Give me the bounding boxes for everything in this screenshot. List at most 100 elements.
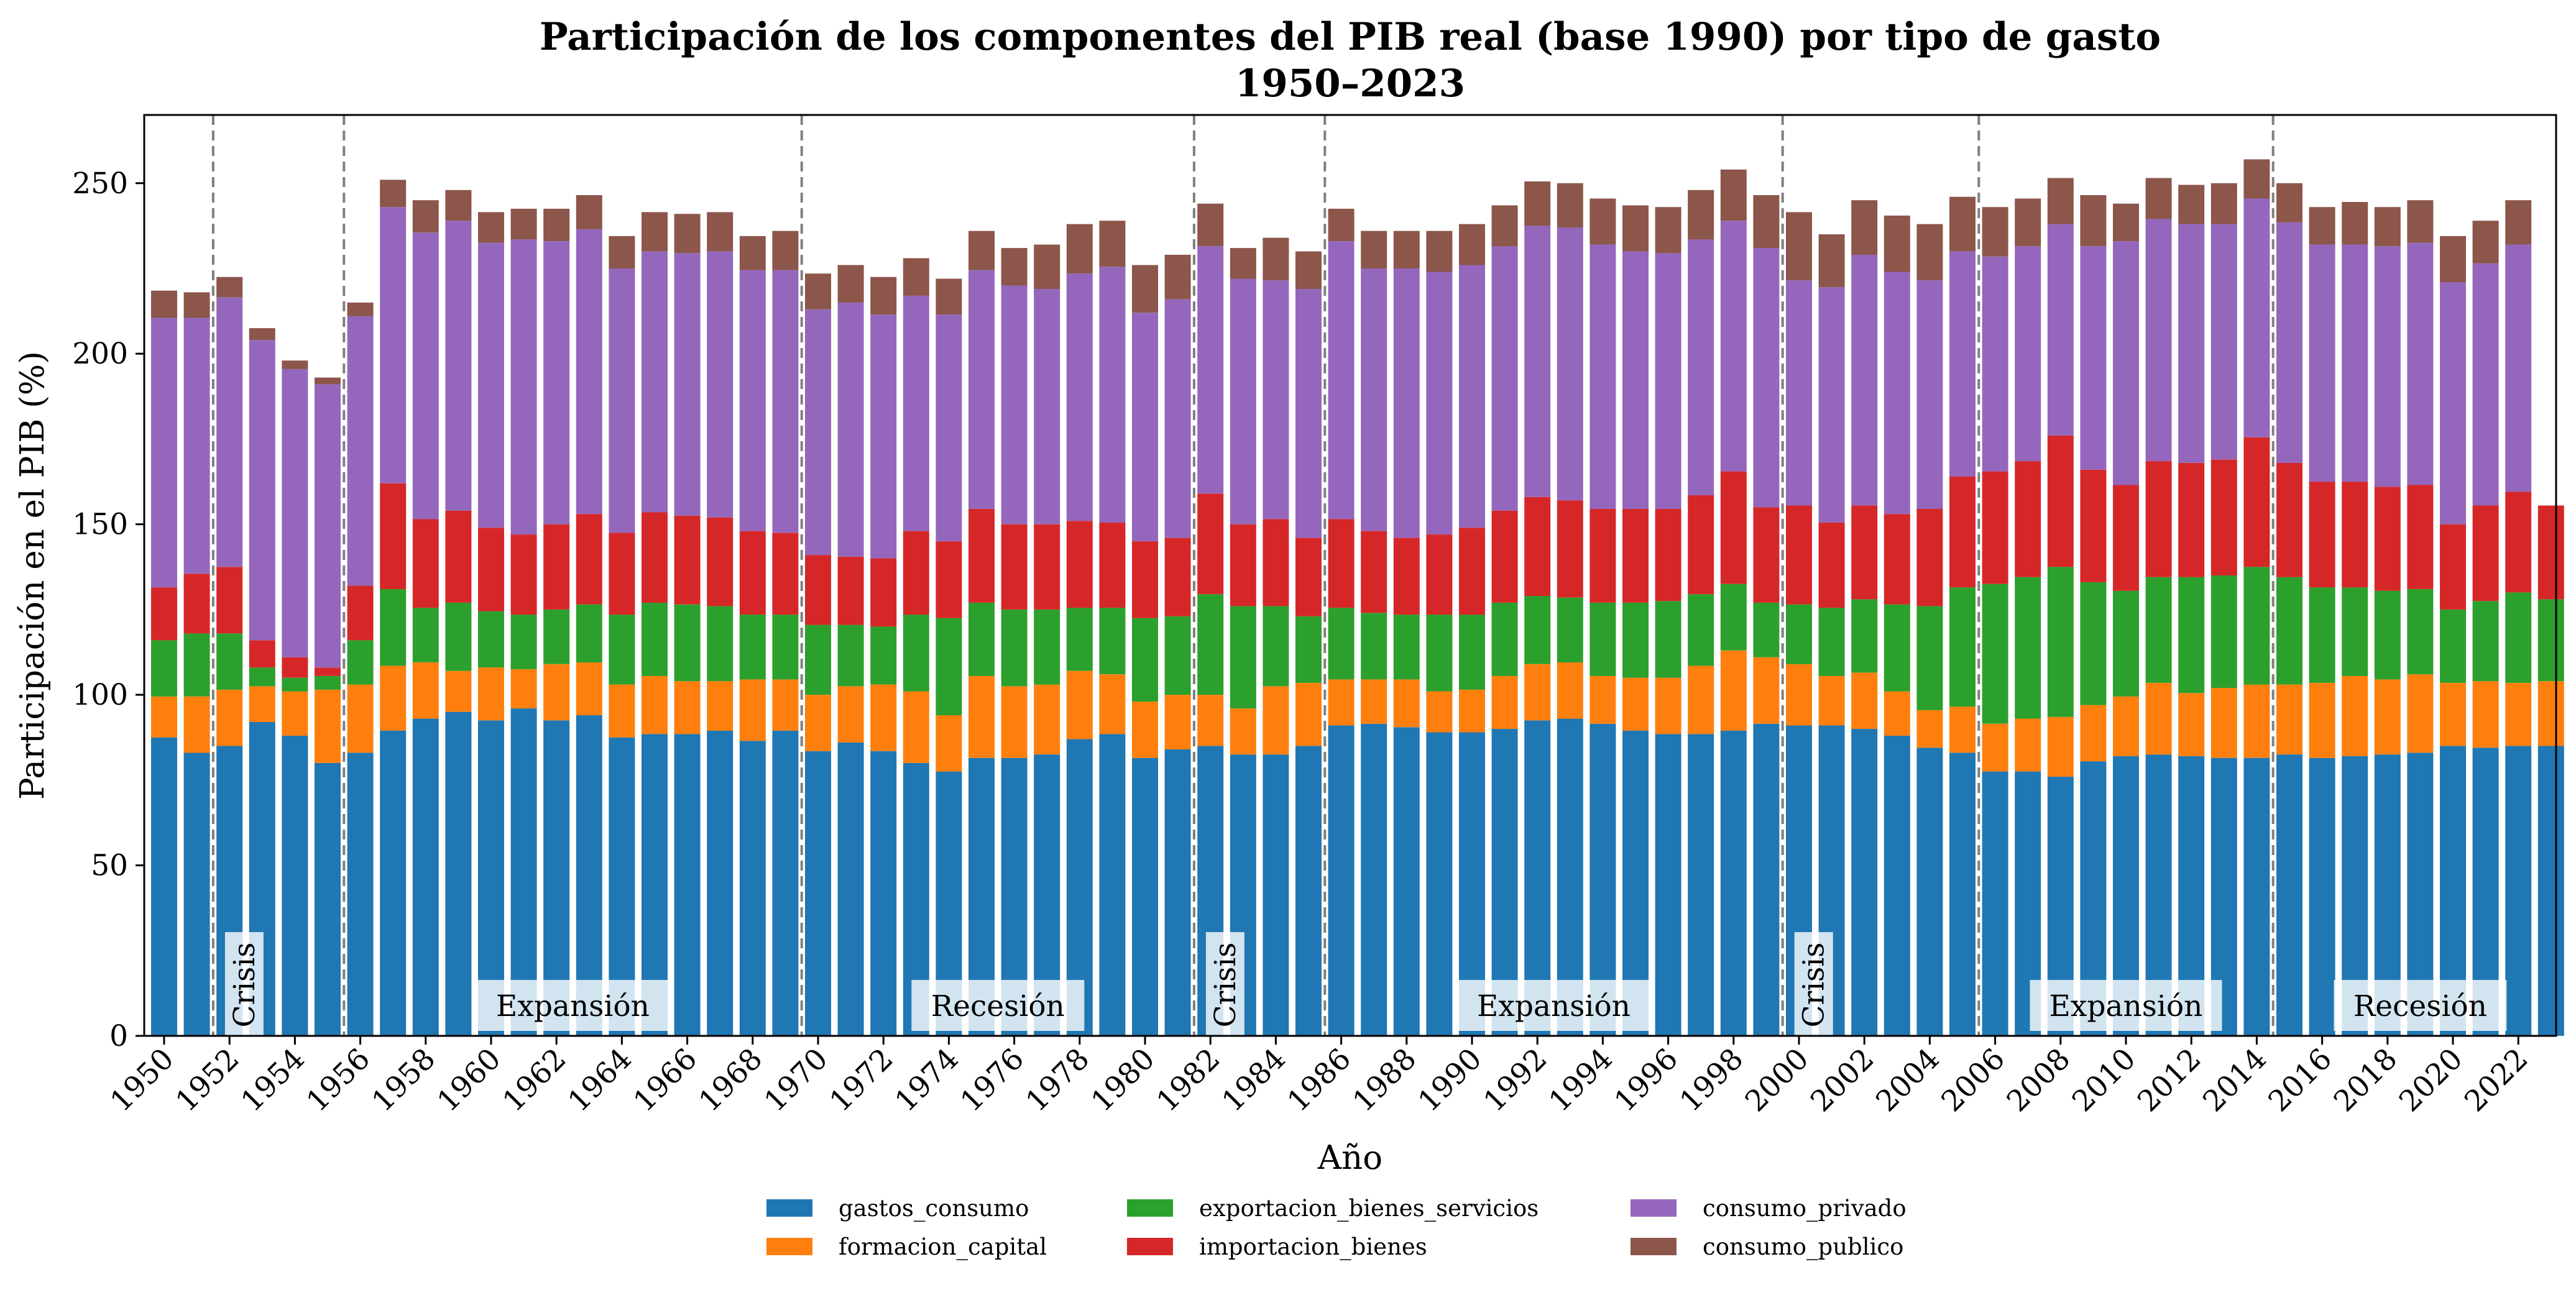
- bar-exportacion_bienes_servicios-2009: [2080, 582, 2107, 705]
- bar-consumo_publico-1993: [1557, 183, 1583, 228]
- bar-exportacion_bienes_servicios-1979: [1099, 608, 1126, 675]
- bar-formacion_capital-1978: [1066, 670, 1093, 739]
- bar-formacion_capital-1955: [315, 689, 341, 763]
- bar-exportacion_bienes_servicios-1966: [674, 604, 701, 682]
- bar-formacion_capital-1954: [282, 691, 308, 736]
- bar-importacion_bienes-2011: [2145, 461, 2172, 577]
- bar-exportacion_bienes_servicios-1980: [1132, 618, 1158, 702]
- period-label-box: [1205, 932, 1244, 1038]
- bar-gastos_consumo-1986: [1328, 725, 1355, 1036]
- bar-consumo_privado-1988: [1393, 268, 1420, 538]
- bar-consumo_privado-2016: [2309, 244, 2335, 482]
- bar-consumo_privado-1955: [315, 384, 341, 668]
- bar-consumo_privado-2011: [2145, 219, 2172, 462]
- bar-importacion_bienes-1983: [1230, 524, 1256, 606]
- bar-exportacion_bienes_servicios-1982: [1197, 594, 1224, 695]
- bar-exportacion_bienes_servicios-1984: [1263, 606, 1289, 687]
- bar-gastos_consumo-1989: [1426, 732, 1453, 1036]
- bar-formacion_capital-2005: [1949, 707, 1976, 753]
- bar-exportacion_bienes_servicios-1970: [805, 625, 831, 695]
- legend: gastos_consumo formacion_capital exportaci…: [766, 1195, 1907, 1261]
- legend-swatch: [766, 1238, 812, 1255]
- bar-exportacion_bienes_servicios-1993: [1557, 597, 1583, 662]
- bar-formacion_capital-2010: [2113, 696, 2139, 756]
- bar-importacion_bienes-1989: [1426, 534, 1453, 615]
- bar-formacion_capital-1951: [183, 696, 210, 753]
- legend-swatch: [1631, 1238, 1677, 1255]
- bar-consumo_publico-2003: [1884, 215, 1910, 272]
- bar-formacion_capital-1956: [347, 684, 374, 753]
- bar-consumo_publico-1984: [1263, 237, 1289, 281]
- bar-exportacion_bienes_servicios-1969: [772, 615, 799, 680]
- bar-formacion_capital-1963: [576, 662, 602, 716]
- bar-exportacion_bienes_servicios-2020: [2440, 609, 2466, 683]
- bar-importacion_bienes-2002: [1851, 505, 1878, 600]
- bar-consumo_privado-1986: [1328, 241, 1355, 519]
- bar-consumo_privado-2007: [2015, 246, 2041, 462]
- bar-gastos_consumo-2016: [2309, 757, 2335, 1036]
- bar-importacion_bienes-1990: [1459, 528, 1485, 615]
- x-tick-label: 1964: [561, 1042, 638, 1119]
- period-annotation: Crisis: [1205, 932, 1244, 1038]
- bar-importacion_bienes-2000: [1786, 505, 1812, 605]
- bar-consumo_privado-1981: [1164, 299, 1191, 538]
- bar-consumo_publico-1967: [707, 212, 734, 252]
- bar-exportacion_bienes_servicios-2008: [2047, 567, 2074, 717]
- bar-consumo_privado-1953: [249, 340, 275, 641]
- bar-consumo_publico-1989: [1426, 231, 1453, 272]
- bar-formacion_capital-2019: [2407, 674, 2434, 753]
- bar-consumo_publico-2016: [2309, 207, 2335, 245]
- bar-gastos_consumo-1971: [837, 743, 864, 1036]
- bar-consumo_privado-1983: [1230, 278, 1256, 524]
- bar-formacion_capital-1953: [249, 686, 275, 722]
- bar-consumo_publico-1976: [1001, 248, 1028, 286]
- x-tick-label: 1968: [692, 1042, 769, 1119]
- bar-exportacion_bienes_servicios-1974: [936, 618, 962, 715]
- bar-formacion_capital-1965: [642, 675, 668, 734]
- plot-frame: [143, 114, 2557, 1037]
- bar-formacion_capital-1964: [609, 684, 635, 738]
- bar-importacion_bienes-2001: [1818, 522, 1845, 608]
- bar-consumo_publico-1951: [183, 292, 210, 318]
- x-tick-label: 1970: [758, 1042, 834, 1119]
- bar-gastos_consumo-1969: [772, 730, 799, 1036]
- legend-label: consumo_publico: [1703, 1233, 1903, 1261]
- bar-consumo_publico-2017: [2342, 202, 2368, 245]
- bar-gastos_consumo-1984: [1263, 754, 1289, 1036]
- bar-formacion_capital-1998: [1720, 650, 1747, 731]
- x-tick-label: 1952: [169, 1042, 246, 1119]
- bar-importacion_bienes-2019: [2407, 485, 2434, 589]
- bar-gastos_consumo-2002: [1851, 729, 1878, 1036]
- bar-consumo_publico-1966: [674, 214, 701, 254]
- bar-formacion_capital-1975: [968, 675, 995, 758]
- bar-gastos_consumo-1968: [739, 741, 766, 1036]
- period-annotation: Expansión: [2030, 980, 2222, 1031]
- bar-gastos_consumo-1979: [1099, 734, 1126, 1036]
- y-tick-label: 150: [72, 508, 128, 542]
- x-tick-label: 1982: [1150, 1042, 1226, 1119]
- bar-consumo_privado-1992: [1524, 226, 1551, 497]
- x-tick-label: 1950: [104, 1042, 180, 1119]
- bar-importacion_bienes-1957: [380, 483, 407, 589]
- bar-gastos_consumo-1980: [1132, 757, 1158, 1036]
- x-tick-label: 2018: [2327, 1042, 2404, 1119]
- bar-exportacion_bienes_servicios-1962: [543, 609, 570, 664]
- bar-gastos_consumo-2022: [2505, 746, 2532, 1036]
- bar-consumo_publico-1981: [1164, 255, 1191, 300]
- bar-formacion_capital-1960: [478, 667, 504, 721]
- bar-consumo_publico-1957: [380, 180, 407, 208]
- bar-gastos_consumo-1999: [1753, 723, 1780, 1036]
- bar-gastos_consumo-2015: [2276, 754, 2302, 1036]
- period-annotations: Crisis Expansión Recesión Crisis Expansión Cr…: [224, 932, 2507, 1038]
- bar-gastos_consumo-2003: [1884, 736, 1910, 1036]
- bar-consumo_privado-1966: [674, 253, 701, 516]
- bar-consumo_privado-1971: [837, 302, 864, 557]
- bar-formacion_capital-1966: [674, 681, 701, 734]
- period-label: Recesión: [931, 989, 1065, 1023]
- period-annotation: Expansión: [477, 980, 669, 1031]
- bar-importacion_bienes-2004: [1916, 509, 1943, 606]
- bar-formacion_capital-1992: [1524, 664, 1551, 721]
- legend-item-exportacion_bienes_servicios: exportacion_bienes_servicios: [1127, 1195, 1539, 1222]
